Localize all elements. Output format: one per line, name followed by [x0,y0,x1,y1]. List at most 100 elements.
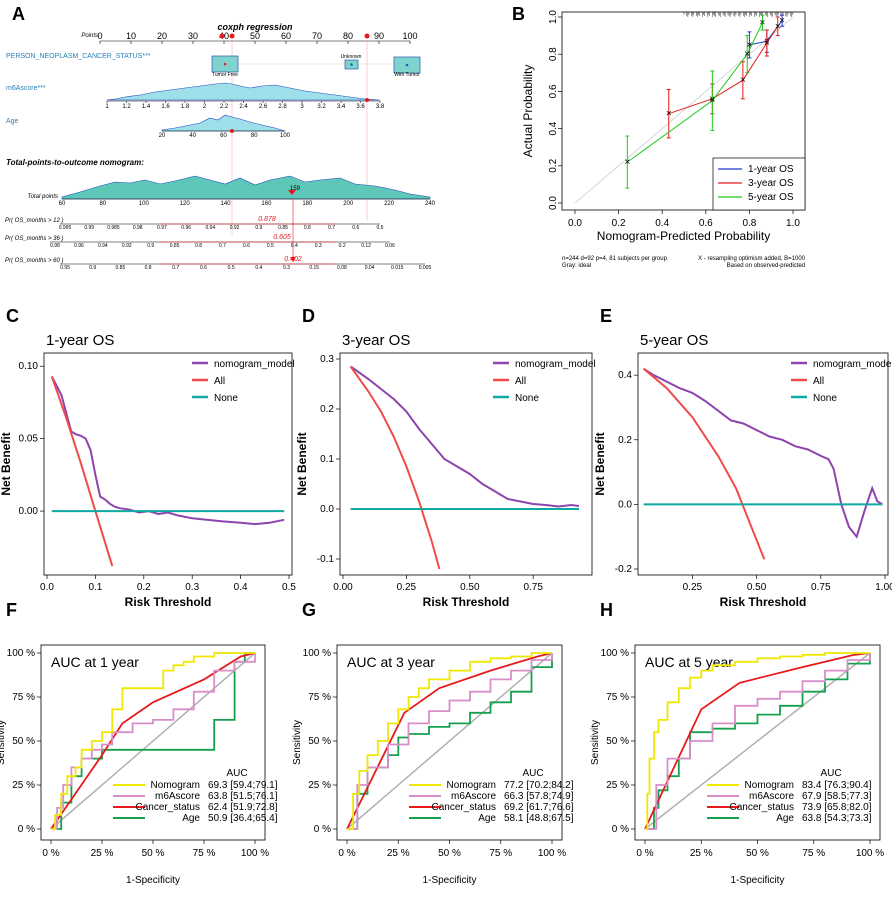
outcome-tick-label: 0.9 [89,265,96,271]
y-tick-label: -0.1 [317,554,335,565]
calibration-point: × [764,38,770,49]
dca-series-nomogram-model [50,375,285,526]
y-tick-label: 50 % [606,736,629,747]
x-tick-label: 75 % [489,848,512,859]
y-tick-label: 0.0 [320,504,334,515]
points-tick-label: 10 [126,31,136,41]
dca-series-nomogram-model [350,365,580,508]
x-tick-label: 0.2 [137,582,151,593]
x-tick-label: 0.8 [742,218,756,229]
points-marker-cancer [229,33,235,39]
calibration-footnote-right: X - resampling optimism added, B=1000 [698,256,806,262]
outcome-tick-label: 0.3 [315,243,322,249]
outcome-tick-label: 0.99 [84,225,94,231]
y-axis-label: Sensitivity [0,720,7,765]
legend-label-m6ascore: m6Ascore [749,791,794,802]
roc-series-m6ascore [645,653,871,830]
y-tick-label: 0.2 [618,435,632,446]
cancer-status-dot [223,62,227,66]
x-tick-label: 50 % [438,848,461,859]
m6ascore-tick-label: 3.8 [376,104,385,110]
plot-frame [339,352,593,576]
x-tick-label: 0.75 [811,582,831,593]
calibration-point: × [779,16,785,27]
reference-diagonal [50,652,256,830]
auc-value-age: 50.9 [36.4;65.4] [208,813,278,824]
auc-header: AUC [226,768,247,779]
age-tick-label: 80 [251,133,258,139]
x-tick-label: 0.0 [40,582,54,593]
total-points-tick-label: 240 [425,201,436,207]
roc-series-cancer-status [346,652,553,830]
legend-label-none: None [515,393,539,404]
points-axis-label: Points [81,33,98,39]
calibration-point: × [666,109,672,120]
legend-label-5-year-os: 5-year OS [748,192,794,203]
y-tick-label: 0.4 [618,370,632,381]
y-tick-label: 75 % [606,692,629,703]
y-tick-label: 0 % [314,824,331,835]
outcome-tick-label: 0.85 [116,265,126,271]
outcome-value: 0.878 [258,216,276,223]
m6ascore-tick-label: 1.2 [122,104,131,110]
auc-value-age: 58.1 [48.8;67.5] [504,813,574,824]
outcome-tick-label: 0.995 [59,225,72,231]
roc-series-age [51,652,255,830]
panel-title: 3-year OS [342,332,410,349]
auc-value-nomogram: 77.2 [70.2;84.2] [504,780,574,791]
points-tick-label: 0 [97,31,102,41]
x-tick-label: 0.4 [234,582,248,593]
points-tick-label: 100 [402,31,417,41]
panel-title: 1-year OS [46,332,114,349]
outcome-tick-label: 0.85 [278,225,288,231]
x-tick-label: 0 % [636,848,653,859]
var-label-age: Age [6,118,19,125]
dca-series-all [349,365,441,570]
x-tick-label: 0.25 [683,582,703,593]
m6ascore-tick-label: 3.4 [337,104,346,110]
points-tick-label: 90 [374,31,384,41]
roc-series-m6ascore [347,653,553,830]
outcome-tick-label: 0.5 [377,225,384,231]
auc-value-age: 63.8 [54.3;73.3] [802,813,872,824]
age-tick-label: 60 [220,133,227,139]
m6ascore-tick-label: 2 [203,104,207,110]
age-density [161,114,286,132]
calibration-point: × [760,18,766,29]
outcome-tick-label: 0.98 [50,243,60,249]
x-tick-label: 100 % [856,848,884,859]
total-points-tick-label: 140 [221,201,232,207]
x-tick-label: 100 % [538,848,566,859]
y-tick-label: 75 % [12,692,35,703]
total-points-tick-label: 160 [261,201,272,207]
legend-label-m6ascore: m6Ascore [451,791,496,802]
x-tick-label: 75 % [193,848,216,859]
outcome-tick-label: 0.92 [230,225,240,231]
panel-letter-e: E [600,306,612,326]
y-axis-label: Sensitivity [590,720,601,765]
roc-panel-h: AUC at 5 year 0 % 25 % 50 % 75 % 100 % 0 % 25 %… [590,644,884,886]
outcome-tick-label: 0.94 [98,243,108,249]
calibration-point: × [740,75,746,86]
outcome-tick-label: 0.6 [243,243,250,249]
y-axis-label: Sensitivity [292,720,303,765]
outcome-tick-label: 0.92 [122,243,132,249]
panel-letter-d: D [302,306,315,326]
points-tick-label: 80 [343,31,353,41]
panel-letter-a: A [12,4,25,24]
x-tick-label: 100 % [241,848,269,859]
legend-label-none: None [214,393,238,404]
y-tick-label: 0.0 [618,499,632,510]
plot-frame [43,352,293,576]
total-points-tick-label: 220 [384,201,395,207]
legend-label-age: Age [182,813,200,824]
y-tick-label: 0.10 [19,361,39,372]
y-tick-label: 25 % [606,780,629,791]
calibration-point: × [709,96,715,107]
outcome-tick-label: 0.5 [267,243,274,249]
plot-frame [637,352,889,576]
y-tick-label: 25 % [12,780,35,791]
y-tick-label: 0.2 [320,404,334,415]
legend-label-nomogram-model: nomogram_model [214,359,295,370]
age-tick-label: 20 [159,133,166,139]
